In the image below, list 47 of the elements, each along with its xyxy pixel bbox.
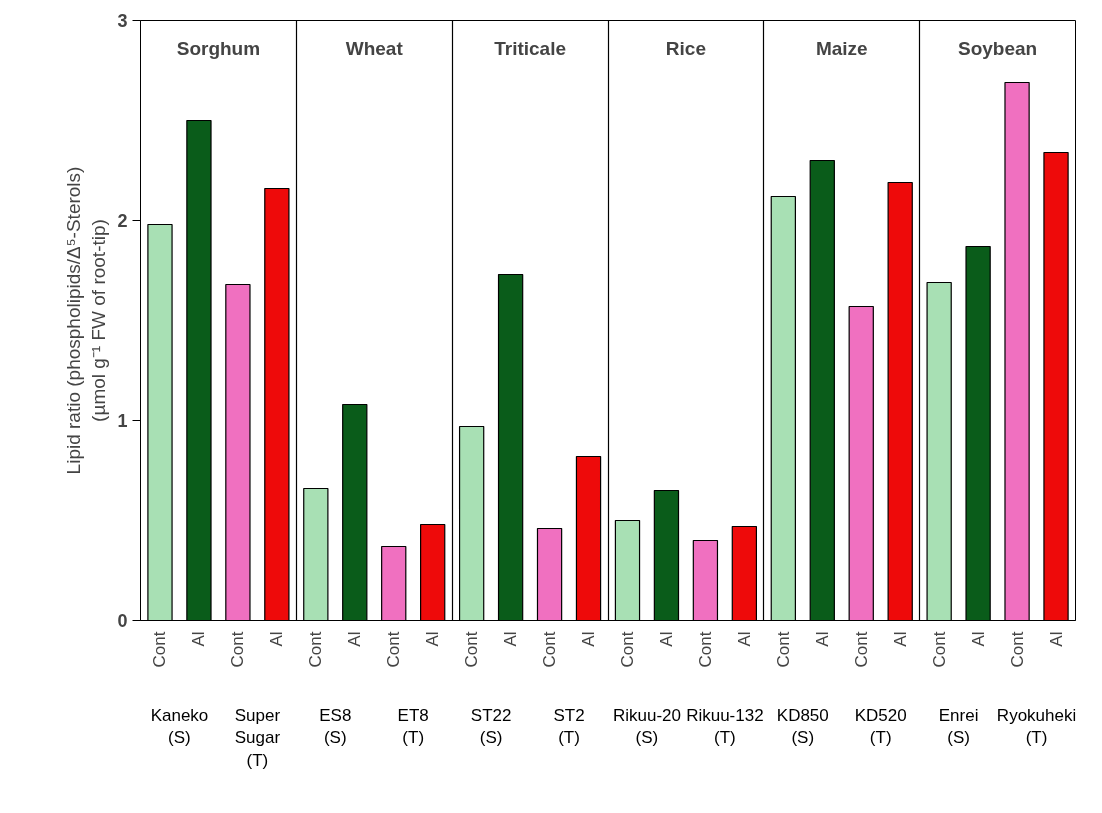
text: Kaneko (S) xyxy=(150,705,209,748)
text: Enrei (S) xyxy=(938,705,979,748)
x-tick-label: Al xyxy=(423,631,443,647)
x-tick-label: Cont xyxy=(540,631,560,668)
x-tick-label: Al xyxy=(734,631,754,647)
x-tick-label: Cont xyxy=(1007,631,1027,668)
annotation: Wheat xyxy=(345,38,404,59)
annotation: Maize xyxy=(815,38,868,59)
annotation: Soybean xyxy=(957,38,1038,59)
x-tick-label: Cont xyxy=(150,631,170,668)
annotation: Triticale xyxy=(494,38,566,59)
annotation: Rice xyxy=(665,38,706,59)
text: KD850 (S) xyxy=(776,705,829,748)
x-tick-label: Al xyxy=(890,631,910,647)
y-axis-title: Lipid ratio (phospholipids/Δ⁵-Sterols) (µmol g⁻¹ FW of root-tip) xyxy=(63,166,110,475)
text: Super Sugar (T) xyxy=(234,705,281,771)
x-tick-label: Al xyxy=(812,631,832,647)
y-tick-label: 2 xyxy=(117,211,128,231)
annotation: Sorghum xyxy=(176,38,261,59)
x-tick-label: Cont xyxy=(462,631,482,668)
x-tick-label: Cont xyxy=(617,631,637,668)
text: Ryokuheki (T) xyxy=(996,705,1077,748)
x-tick-label: Cont xyxy=(306,631,326,668)
x-tick-label: Al xyxy=(579,631,599,647)
x-tick-label: Al xyxy=(968,631,988,647)
y-tick-label: 0 xyxy=(117,611,128,631)
x-tick-label: Cont xyxy=(773,631,793,668)
x-tick-label: Cont xyxy=(384,631,404,668)
text: Rikuu-132 (T) xyxy=(686,705,764,748)
x-tick-label: Al xyxy=(345,631,365,647)
x-tick-label: Al xyxy=(501,631,521,647)
text: ET8 (T) xyxy=(397,705,429,748)
text: ST2 (T) xyxy=(553,705,585,748)
x-tick-label: Cont xyxy=(929,631,949,668)
x-tick-label: Cont xyxy=(228,631,248,668)
x-tick-label: Al xyxy=(656,631,676,647)
text: ST22 (S) xyxy=(470,705,512,748)
x-tick-label: Al xyxy=(1046,631,1066,647)
x-tick-label: Al xyxy=(189,631,209,647)
x-tick-label: Cont xyxy=(695,631,715,668)
x-tick-label: Al xyxy=(267,631,287,647)
text: KD520 (T) xyxy=(854,705,907,748)
y-tick-label: 3 xyxy=(117,11,128,31)
x-tick-label: Cont xyxy=(851,631,871,668)
text: ES8 (S) xyxy=(319,705,352,748)
text: Rikuu-20 (S) xyxy=(612,705,681,748)
y-tick-label: 1 xyxy=(117,411,128,431)
